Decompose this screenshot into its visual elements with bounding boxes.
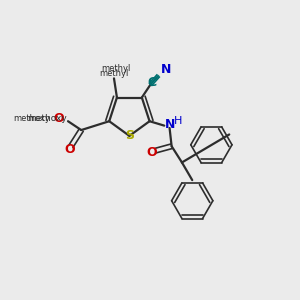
Text: methyl: methyl: [101, 64, 130, 73]
Text: N: N: [164, 118, 175, 131]
Text: methoxy: methoxy: [13, 114, 50, 123]
Text: O: O: [147, 146, 157, 159]
Text: N: N: [161, 63, 172, 76]
Text: methyl: methyl: [99, 70, 129, 79]
Text: O: O: [64, 143, 75, 156]
Text: C: C: [148, 76, 157, 89]
Text: O: O: [54, 112, 64, 125]
Text: S: S: [125, 129, 134, 142]
Text: H: H: [174, 116, 182, 126]
Text: methoxy: methoxy: [27, 114, 67, 123]
